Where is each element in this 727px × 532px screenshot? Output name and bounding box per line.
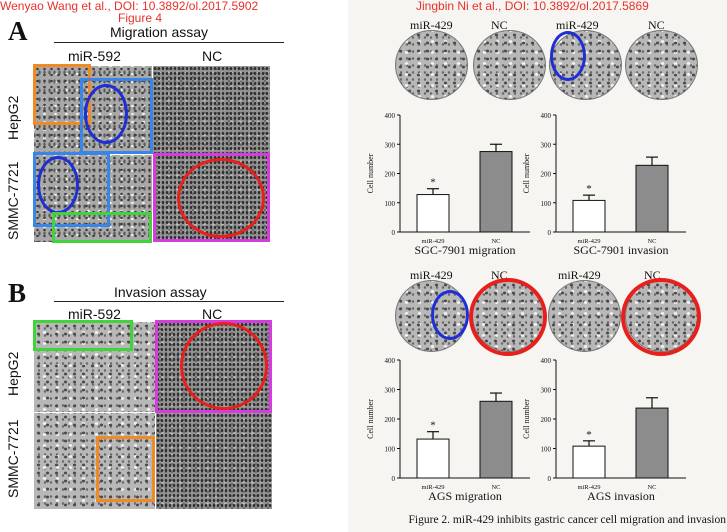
significance-star: *: [430, 177, 436, 189]
blue-highlight-circle: [550, 31, 586, 81]
panel-a-row-hepg2: HepG2: [5, 95, 21, 140]
top-label-mir429-2: miR-429: [556, 18, 599, 32]
y-tick-label: 0: [392, 475, 396, 483]
micrograph-b-nc-smmc: [156, 413, 272, 509]
blue-highlight-circle: [84, 84, 128, 144]
blue-highlight-box: [80, 78, 153, 154]
panel-a-letter: A: [8, 16, 28, 46]
red-highlight-circle: [180, 322, 268, 410]
bar-mir-429: [416, 438, 450, 479]
y-tick-label: 400: [385, 112, 396, 120]
y-tick-label: 200: [541, 171, 552, 179]
figure-2-caption: Figure 2. miR-429 inhibits gastric cance…: [408, 514, 726, 526]
y-tick-label: 100: [385, 200, 396, 208]
bar-nc: [635, 407, 669, 479]
culture-dish: [473, 30, 546, 100]
right-figure-panel: Jingbin Ni et al., DOI: 10.3892/ol.2017.…: [348, 0, 727, 532]
category-label: NC: [647, 238, 656, 245]
magenta-highlight-box: [153, 153, 270, 242]
category-label: NC: [647, 484, 656, 491]
bar-charts-svg: 0 100 200 300 400 Cell number miR-429 NC * SGC-79…: [366, 112, 686, 503]
category-label: miR-429: [577, 484, 600, 491]
magenta-highlight-box: [155, 320, 272, 413]
green-highlight-box: [33, 320, 133, 351]
bar-mir-429: [416, 194, 450, 233]
invasion-assay-title: Invasion assay: [114, 284, 207, 300]
significance-star: *: [586, 429, 592, 441]
y-tick-label: 0: [392, 229, 396, 237]
culture-dish: [548, 280, 621, 352]
chart-title: AGS invasion: [587, 489, 655, 503]
category-label: NC: [491, 238, 500, 245]
red-highlight-circle: [621, 278, 701, 356]
category-label: miR-429: [421, 484, 444, 491]
category-label: miR-429: [421, 238, 444, 245]
y-axis-label: Cell number: [522, 153, 531, 193]
bar-nc: [479, 400, 513, 479]
micrograph-b-mir592-smmc: [34, 413, 155, 509]
left-figure-number: Figure 4: [118, 11, 163, 25]
mid-label-mir429-1: miR-429: [410, 268, 453, 282]
panel-b-row-hepg2: HepG2: [5, 351, 21, 396]
culture-dish: [625, 30, 698, 100]
right-doi-caption: Jingbin Ni et al., DOI: 10.3892/ol.2017.…: [416, 0, 649, 13]
y-tick-label: 300: [541, 387, 552, 395]
y-tick-label: 100: [541, 200, 552, 208]
chart-title: AGS migration: [428, 489, 502, 503]
top-label-nc-2: NC: [648, 18, 665, 32]
migration-assay-title: Migration assay: [110, 24, 209, 40]
chart-title: SGC-7901 migration: [415, 243, 516, 257]
panel-a-col-nc: NC: [202, 48, 223, 64]
red-highlight-circle: [469, 278, 547, 356]
y-tick-label: 300: [385, 141, 396, 149]
y-tick-label: 200: [385, 416, 396, 424]
y-tick-label: 200: [385, 171, 396, 179]
bar-nc: [635, 164, 669, 233]
y-axis-label: Cell number: [522, 399, 531, 439]
mid-label-mir429-2: miR-429: [558, 268, 601, 282]
panel-a-title-rule: [54, 42, 284, 43]
y-axis-label: Cell number: [366, 153, 375, 193]
y-tick-label: 400: [385, 357, 396, 365]
y-tick-label: 300: [541, 141, 552, 149]
y-tick-label: 0: [548, 229, 552, 237]
y-tick-label: 0: [548, 475, 552, 483]
category-label: NC: [491, 484, 500, 491]
top-label-nc-1: NC: [491, 18, 508, 32]
panel-a-row-smmc7721: SMMC-7721: [5, 161, 21, 240]
panel-b-title-rule: [54, 301, 284, 302]
significance-star: *: [586, 183, 592, 195]
category-label: miR-429: [577, 238, 600, 245]
red-highlight-circle: [177, 158, 265, 238]
blue-highlight-box: [33, 152, 110, 227]
orange-highlight-box: [96, 436, 155, 502]
y-tick-label: 200: [541, 416, 552, 424]
chart-title: SGC-7901 invasion: [573, 243, 668, 257]
y-tick-label: 400: [541, 112, 552, 120]
culture-dish: [395, 30, 468, 100]
panel-b-col-mir592: miR-592: [68, 306, 121, 322]
y-tick-label: 300: [385, 387, 396, 395]
left-figure-panel: Wenyao Wang et al., DOI: 10.3892/ol.2017…: [0, 0, 348, 532]
panel-b-letter: B: [8, 278, 27, 308]
panel-b-row-smmc7721: SMMC-7721: [5, 419, 21, 498]
y-tick-label: 100: [385, 446, 396, 454]
y-tick-label: 100: [541, 446, 552, 454]
panel-b-col-nc: NC: [202, 306, 223, 322]
blue-highlight-circle: [37, 156, 79, 214]
significance-star: *: [430, 420, 436, 432]
blue-highlight-circle: [431, 290, 469, 340]
micrograph-a-nc-hepg2: [153, 66, 270, 154]
green-highlight-box: [52, 212, 152, 243]
bar-mir-429: [572, 445, 606, 479]
bar-nc: [479, 151, 513, 233]
y-tick-label: 400: [541, 357, 552, 365]
bar-mir-429: [572, 199, 606, 233]
top-label-mir429-1: miR-429: [410, 18, 453, 32]
panel-a-col-mir592: miR-592: [68, 48, 121, 64]
left-doi-caption: Wenyao Wang et al., DOI: 10.3892/ol.2017…: [0, 0, 259, 13]
micrograph-b-mir592-hepg2: [34, 322, 155, 412]
y-axis-label: Cell number: [366, 399, 375, 439]
